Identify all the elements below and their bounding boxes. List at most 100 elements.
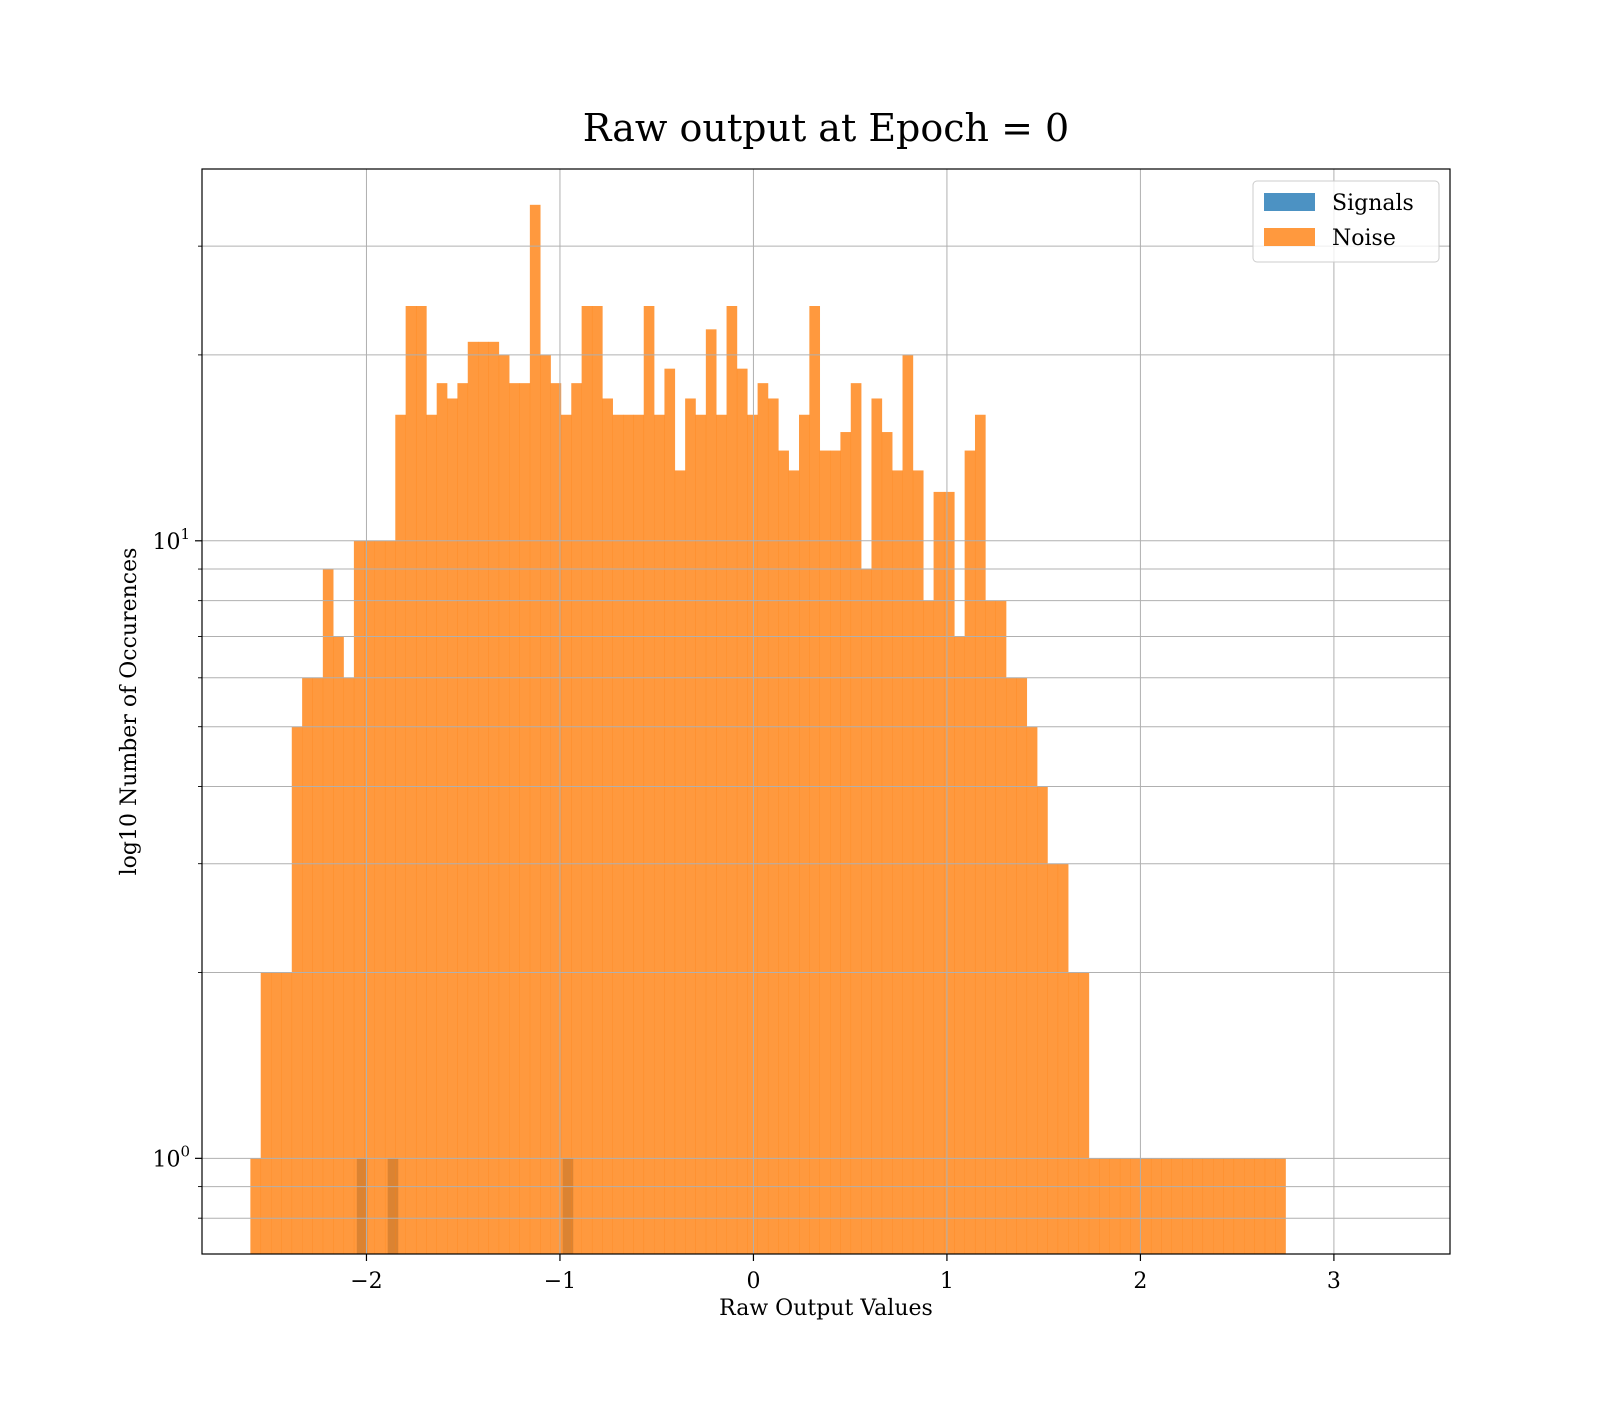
noise-bar — [581, 306, 593, 1254]
noise-bar — [1016, 677, 1028, 1254]
noise-bar — [509, 383, 520, 1255]
noise-bar — [436, 383, 448, 1255]
bars-layer — [250, 204, 1286, 1255]
noise-bar — [1006, 677, 1017, 1254]
noise-bar — [664, 368, 676, 1255]
noise-bar — [353, 540, 365, 1254]
noise-bar — [695, 414, 707, 1254]
noise-bar — [861, 569, 872, 1254]
noise-bar — [1057, 863, 1069, 1254]
y-tick-label: 101 — [152, 525, 190, 555]
x-tick-label: 3 — [1327, 1269, 1341, 1294]
noise-bar — [1233, 1158, 1245, 1254]
noise-bar — [374, 540, 386, 1254]
noise-bar — [840, 432, 852, 1255]
noise-bar — [1171, 1158, 1183, 1254]
noise-bar — [560, 414, 572, 1254]
noise-bar — [819, 450, 831, 1254]
noise-bar — [954, 636, 965, 1254]
noise-bar — [1192, 1158, 1204, 1254]
noise-bar — [850, 383, 862, 1255]
noise-bar — [333, 636, 344, 1254]
noise-bar — [892, 470, 903, 1255]
noise-bar — [902, 354, 914, 1254]
legend: Signals Noise — [1252, 180, 1440, 263]
noise-bar — [478, 341, 489, 1254]
ticks-layer: −2 −1 0 1 2 3 100 101 — [152, 245, 1341, 1294]
noise-bar — [1275, 1158, 1286, 1254]
noise-bar — [654, 414, 665, 1254]
noise-bar — [1130, 1158, 1141, 1254]
noise-bar — [674, 470, 686, 1255]
noise-bar — [1223, 1158, 1235, 1254]
noise-bar — [788, 470, 800, 1255]
series-noise — [250, 204, 1286, 1255]
noise-bar — [540, 354, 551, 1254]
legend-swatch-noise — [1264, 228, 1315, 246]
noise-bar — [447, 398, 458, 1254]
noise-bar — [985, 600, 996, 1254]
noise-bar — [923, 600, 934, 1254]
noise-bar — [1109, 1158, 1121, 1254]
noise-bar — [705, 329, 717, 1254]
x-tick-label: 0 — [746, 1269, 760, 1294]
noise-bar — [1161, 1158, 1172, 1254]
noise-bar — [912, 470, 924, 1255]
noise-bar — [1202, 1158, 1214, 1254]
noise-bar — [498, 354, 510, 1254]
noise-bar — [830, 450, 841, 1254]
x-tick-label: −1 — [544, 1269, 576, 1294]
noise-bar — [364, 540, 375, 1254]
noise-bar — [995, 600, 1007, 1254]
noise-bar — [716, 414, 727, 1254]
noise-bar — [1150, 1158, 1162, 1254]
noise-bar — [1264, 1158, 1276, 1254]
noise-bar — [426, 414, 438, 1254]
noise-bar — [685, 398, 696, 1254]
noise-bar — [291, 726, 303, 1254]
noise-bar — [643, 306, 655, 1254]
x-axis-label: Raw Output Values — [719, 1296, 933, 1321]
noise-bar — [467, 341, 479, 1254]
noise-bar — [747, 414, 758, 1254]
legend-swatch-signals — [1264, 193, 1315, 211]
noise-bar — [757, 383, 769, 1255]
legend-label-noise: Noise — [1332, 226, 1396, 251]
noise-bar — [302, 677, 313, 1254]
noise-bar — [415, 306, 427, 1254]
noise-bar — [550, 383, 562, 1255]
noise-bar — [457, 383, 469, 1255]
noise-bar — [343, 677, 355, 1254]
noise-bar — [384, 540, 396, 1254]
noise-bar — [736, 368, 748, 1255]
noise-bar — [260, 972, 272, 1254]
noise-bar — [1068, 972, 1079, 1254]
noise-bar — [519, 383, 531, 1255]
chart-title: Raw output at Epoch = 0 — [583, 106, 1069, 150]
noise-bar — [933, 491, 945, 1254]
noise-bar — [488, 341, 500, 1254]
noise-bar — [250, 1158, 262, 1254]
noise-bar — [1244, 1158, 1255, 1254]
noise-bar — [612, 414, 624, 1254]
noise-bar — [1254, 1158, 1266, 1254]
noise-bar — [799, 414, 810, 1254]
noise-bar — [974, 414, 986, 1254]
noise-bar — [1088, 1158, 1100, 1254]
grid-layer — [202, 169, 1450, 1254]
noise-bar — [1078, 972, 1090, 1254]
plot-frame — [201, 168, 1451, 1255]
noise-bar — [529, 204, 541, 1255]
noise-bar — [395, 414, 406, 1254]
noise-bar — [809, 306, 821, 1254]
noise-bar — [964, 450, 976, 1254]
noise-bar — [271, 972, 282, 1254]
noise-bar — [281, 972, 293, 1254]
noise-bar — [778, 450, 789, 1254]
legend-label-signals: Signals — [1332, 191, 1414, 216]
noise-bar — [1047, 863, 1059, 1254]
noise-bar — [623, 414, 634, 1254]
noise-bar — [1182, 1158, 1193, 1254]
